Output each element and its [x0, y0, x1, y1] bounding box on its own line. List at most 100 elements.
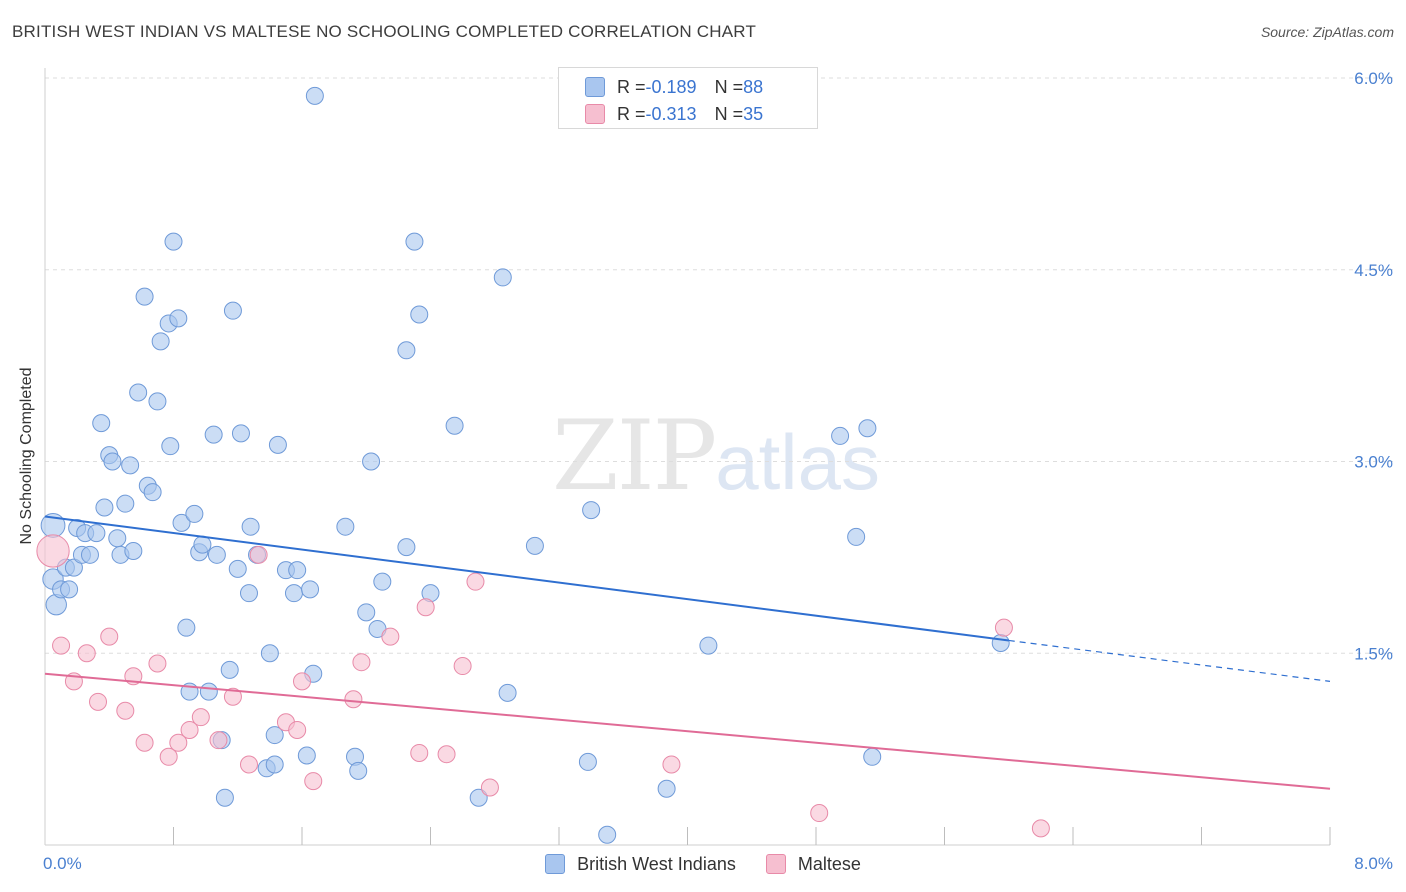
legend-r-value: -0.189 — [645, 76, 697, 97]
maltese-point — [344, 690, 363, 709]
british-west-indians-point — [60, 580, 79, 599]
maltese-point — [810, 804, 829, 823]
british-west-indians-point — [239, 584, 258, 603]
british-west-indians-point — [598, 825, 617, 844]
watermark: ZIPatlas — [552, 400, 880, 512]
legend-n-value: 88 — [743, 76, 764, 97]
british-west-indians-point — [493, 268, 512, 287]
british-west-indians-point — [657, 779, 676, 798]
maltese-points — [36, 534, 1050, 838]
legend-n-label: N = — [714, 103, 744, 124]
british-west-indians-point — [185, 504, 204, 523]
tick-labels: 1.5% 3.0% 4.5% 6.0% 0.0% 8.0% — [43, 69, 1393, 873]
maltese-point — [1031, 819, 1050, 838]
british-west-indians-point — [847, 527, 866, 546]
british-west-indians-points — [40, 86, 1010, 844]
legend-swatch-blue — [585, 77, 605, 97]
british-west-indians-point — [215, 788, 234, 807]
legend-item-maltese: Maltese — [765, 854, 861, 875]
legend-swatch-pink — [765, 854, 786, 874]
british-west-indians-point — [305, 86, 324, 105]
british-west-indians-point — [373, 572, 392, 591]
british-west-indians-point — [124, 541, 143, 560]
british-west-indians-point — [991, 634, 1010, 653]
british-west-indians-point — [116, 494, 135, 513]
y-tick-label: 3.0% — [1354, 453, 1393, 472]
watermark-zip: ZIP — [552, 400, 717, 512]
chart-title: BRITISH WEST INDIAN VS MALTESE NO SCHOOL… — [12, 22, 757, 41]
y-tick-label: 1.5% — [1354, 644, 1393, 663]
maltese-point — [304, 772, 323, 791]
british-west-indians-point — [284, 584, 303, 603]
british-west-indians-point — [87, 524, 106, 543]
british-west-indians-point — [301, 580, 320, 599]
maltese-point — [352, 653, 371, 672]
british-west-indians-point — [260, 644, 279, 663]
british-west-indians-point — [172, 513, 191, 532]
maltese-point — [480, 778, 499, 797]
british-west-indians-point — [95, 498, 114, 517]
british-west-indians-point — [135, 287, 154, 306]
british-west-indians-point — [148, 392, 167, 411]
maltese-point — [77, 644, 96, 663]
british-west-indians-point — [80, 545, 99, 564]
legend-n-value: 35 — [743, 103, 764, 124]
legend-n-label: N = — [714, 76, 744, 97]
maltese-point — [100, 627, 119, 646]
maltese-point — [180, 720, 199, 739]
british-west-indians-point — [151, 332, 170, 351]
british-west-indians-point — [143, 483, 162, 502]
maltese-point — [453, 657, 472, 676]
british-west-indians-point — [397, 341, 416, 360]
maltese-point — [249, 545, 268, 564]
axes — [44, 68, 1331, 846]
maltese-point — [89, 692, 108, 711]
british-west-indians-point — [336, 517, 355, 536]
maltese-point — [381, 627, 400, 646]
maltese-point — [169, 733, 188, 752]
legend-row-british-west-indians: R = -0.189 N = 88 — [585, 75, 763, 99]
gridlines — [45, 77, 1395, 654]
maltese-point — [239, 755, 258, 774]
trend-line-british-west-indians — [44, 515, 1009, 642]
british-west-indians-point — [223, 301, 242, 320]
maltese-point — [52, 636, 71, 655]
legend-r-label: R = — [617, 76, 646, 97]
british-west-indians-point — [288, 561, 307, 580]
british-west-indians-point — [469, 788, 488, 807]
legend-row-maltese: R = -0.313 N = 35 — [585, 102, 763, 126]
trend-lines — [44, 515, 1331, 790]
british-west-indians-point — [863, 747, 882, 766]
legend-r-label: R = — [617, 103, 646, 124]
british-west-indians-point — [410, 305, 429, 324]
british-west-indians-point — [231, 424, 250, 443]
trend-line-maltese — [44, 672, 1331, 790]
british-west-indians-point — [357, 603, 376, 622]
british-west-indians-point — [265, 726, 284, 745]
british-west-indians-point — [108, 529, 127, 548]
maltese-point — [662, 755, 681, 774]
british-west-indians-point — [498, 683, 517, 702]
british-west-indians-point — [92, 414, 111, 433]
british-west-indians-point — [582, 501, 601, 520]
maltese-point — [288, 720, 307, 739]
series-legend: British West Indians Maltese — [0, 852, 1406, 876]
maltese-point — [36, 534, 70, 568]
british-west-indians-point — [161, 437, 180, 456]
maltese-point — [437, 745, 456, 764]
trend-line-british-west-indians-extension — [1008, 639, 1331, 682]
british-west-indians-point — [858, 419, 877, 438]
maltese-point — [293, 672, 311, 691]
british-west-indians-point — [397, 538, 416, 557]
british-west-indians-point — [199, 682, 218, 701]
british-west-indians-point — [578, 752, 597, 771]
british-west-indians-point — [121, 456, 140, 475]
british-west-indians-point — [193, 535, 212, 554]
british-west-indians-point — [831, 426, 850, 445]
legend-r-value: -0.313 — [645, 103, 697, 124]
x-tick-label-left: 0.0% — [43, 854, 82, 873]
british-west-indians-point — [164, 232, 183, 251]
british-west-indians-point — [241, 517, 260, 536]
british-west-indians-point — [204, 425, 223, 444]
